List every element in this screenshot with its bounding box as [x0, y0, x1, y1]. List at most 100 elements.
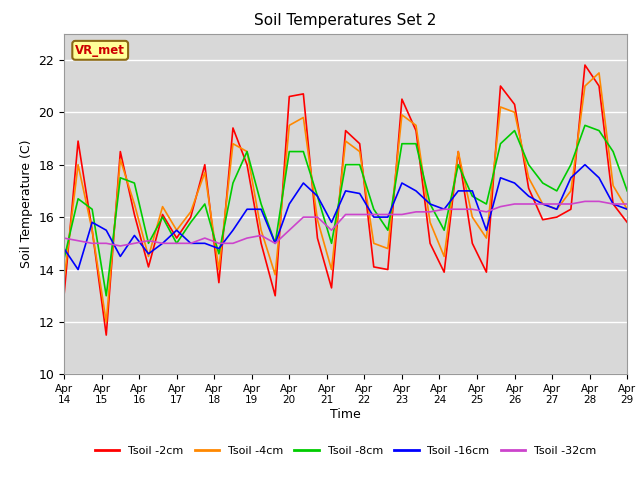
Tsoil -8cm	[609, 149, 617, 155]
Tsoil -2cm	[609, 201, 617, 207]
Tsoil -16cm	[271, 240, 279, 246]
Tsoil -4cm	[553, 206, 561, 212]
Tsoil -4cm	[300, 115, 307, 120]
Tsoil -32cm	[300, 214, 307, 220]
Tsoil -32cm	[440, 206, 448, 212]
Tsoil -4cm	[525, 175, 532, 180]
Tsoil -2cm	[173, 235, 180, 241]
Tsoil -32cm	[243, 235, 251, 241]
Tsoil -4cm	[356, 149, 364, 155]
Tsoil -8cm	[159, 214, 166, 220]
Tsoil -2cm	[285, 94, 293, 99]
Tsoil -2cm	[74, 138, 82, 144]
Tsoil -2cm	[370, 264, 378, 270]
Tsoil -2cm	[215, 280, 223, 286]
Tsoil -16cm	[623, 206, 631, 212]
Tsoil -32cm	[271, 240, 279, 246]
Tsoil -8cm	[285, 149, 293, 155]
Tsoil -2cm	[539, 217, 547, 223]
Tsoil -4cm	[187, 209, 195, 215]
Tsoil -32cm	[511, 201, 518, 207]
Tsoil -4cm	[159, 204, 166, 209]
Tsoil -2cm	[300, 91, 307, 97]
Tsoil -2cm	[525, 185, 532, 191]
Tsoil -32cm	[623, 201, 631, 207]
Tsoil -16cm	[74, 267, 82, 273]
Tsoil -2cm	[116, 149, 124, 155]
Tsoil -32cm	[229, 240, 237, 246]
Tsoil -2cm	[511, 101, 518, 107]
Tsoil -32cm	[595, 199, 603, 204]
Title: Soil Temperatures Set 2: Soil Temperatures Set 2	[255, 13, 436, 28]
Tsoil -32cm	[88, 240, 96, 246]
Tsoil -16cm	[145, 251, 152, 257]
Tsoil -16cm	[187, 240, 195, 246]
Tsoil -8cm	[511, 128, 518, 133]
Tsoil -2cm	[314, 235, 321, 241]
Tsoil -16cm	[370, 214, 378, 220]
Tsoil -16cm	[342, 188, 349, 194]
Tsoil -16cm	[314, 193, 321, 199]
Tsoil -32cm	[454, 206, 462, 212]
Tsoil -32cm	[201, 235, 209, 241]
Tsoil -8cm	[398, 141, 406, 146]
Tsoil -4cm	[314, 217, 321, 223]
Tsoil -16cm	[483, 228, 490, 233]
Tsoil -2cm	[201, 162, 209, 168]
Tsoil -16cm	[229, 228, 237, 233]
Tsoil -16cm	[102, 228, 110, 233]
Tsoil -2cm	[187, 214, 195, 220]
Tsoil -4cm	[271, 272, 279, 277]
Tsoil -8cm	[595, 128, 603, 133]
Tsoil -4cm	[497, 104, 504, 110]
Tsoil -16cm	[567, 175, 575, 180]
Tsoil -32cm	[173, 240, 180, 246]
Tsoil -32cm	[356, 212, 364, 217]
Tsoil -8cm	[102, 293, 110, 299]
Tsoil -2cm	[454, 149, 462, 155]
Tsoil -4cm	[201, 169, 209, 175]
Tsoil -8cm	[553, 188, 561, 194]
Tsoil -4cm	[398, 112, 406, 118]
Tsoil -4cm	[215, 267, 223, 273]
Tsoil -2cm	[426, 240, 434, 246]
Tsoil -16cm	[116, 253, 124, 259]
Tsoil -8cm	[454, 162, 462, 168]
Tsoil -16cm	[454, 188, 462, 194]
Tsoil -8cm	[370, 206, 378, 212]
Tsoil -32cm	[131, 240, 138, 246]
Tsoil -2cm	[271, 293, 279, 299]
Tsoil -2cm	[440, 269, 448, 275]
Tsoil -32cm	[60, 235, 68, 241]
Tsoil -16cm	[525, 193, 532, 199]
Tsoil -2cm	[60, 293, 68, 299]
Tsoil -16cm	[440, 206, 448, 212]
Tsoil -16cm	[356, 191, 364, 196]
Tsoil -2cm	[102, 332, 110, 338]
Tsoil -16cm	[131, 233, 138, 239]
Tsoil -32cm	[483, 209, 490, 215]
Tsoil -16cm	[398, 180, 406, 186]
Tsoil -16cm	[426, 201, 434, 207]
Tsoil -32cm	[581, 199, 589, 204]
Tsoil -32cm	[145, 238, 152, 243]
Tsoil -16cm	[285, 201, 293, 207]
Tsoil -8cm	[187, 219, 195, 225]
Tsoil -16cm	[553, 206, 561, 212]
Tsoil -4cm	[116, 156, 124, 162]
Tsoil -4cm	[426, 219, 434, 225]
Tsoil -8cm	[131, 180, 138, 186]
Tsoil -2cm	[412, 128, 420, 133]
Line: Tsoil -32cm: Tsoil -32cm	[64, 202, 627, 246]
Tsoil -16cm	[581, 162, 589, 168]
Tsoil -16cm	[257, 206, 265, 212]
Tsoil -8cm	[539, 180, 547, 186]
Tsoil -4cm	[229, 141, 237, 146]
Tsoil -4cm	[60, 277, 68, 283]
Tsoil -32cm	[314, 214, 321, 220]
Tsoil -32cm	[497, 204, 504, 209]
Tsoil -8cm	[60, 256, 68, 262]
Tsoil -4cm	[102, 319, 110, 325]
Line: Tsoil -4cm: Tsoil -4cm	[64, 73, 627, 322]
Tsoil -16cm	[300, 180, 307, 186]
